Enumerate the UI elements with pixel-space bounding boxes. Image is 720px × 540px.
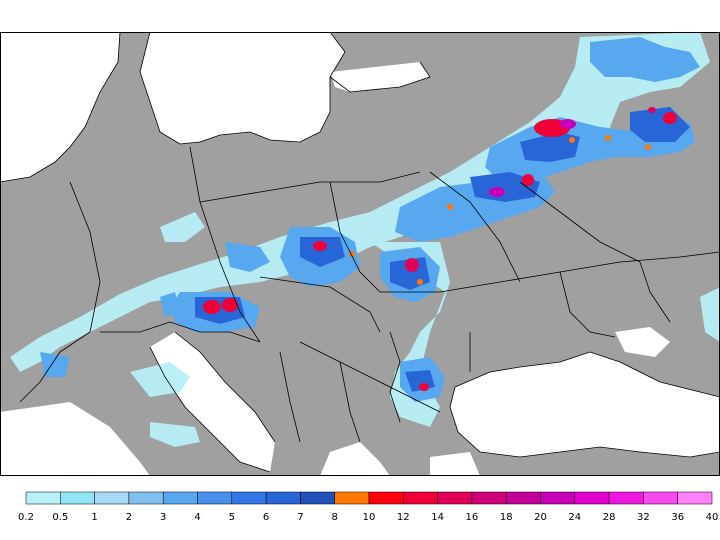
legend-label: 10 (363, 512, 376, 523)
legend-swatch (505, 491, 541, 505)
legend-swatch (162, 491, 198, 505)
precip-cores (203, 107, 677, 391)
legend-swatches (25, 491, 713, 505)
legend-swatch (128, 491, 164, 505)
legend-label: 8 (332, 512, 338, 523)
adriatic-sea (150, 332, 275, 472)
legend-swatch (471, 491, 507, 505)
aegean-sea (320, 442, 390, 476)
precipitation-legend: 0.2 0.5 1 2 3 4 5 6 7 8 10 12 14 16 18 20 24 28 32 36 40 (18, 491, 718, 523)
marmara-sea (430, 452, 480, 476)
legend-label: 16 (466, 512, 479, 523)
legend-swatch (643, 491, 678, 505)
legend-swatch (540, 491, 576, 505)
legend-swatch (197, 491, 233, 505)
legend-label: 32 (637, 512, 650, 523)
legend-swatch (403, 491, 438, 505)
legend-swatch (265, 491, 301, 505)
legend-label: 4 (194, 512, 200, 523)
legend-swatch (231, 491, 267, 505)
legend-swatch (94, 491, 130, 505)
legend-swatch (574, 491, 610, 505)
legend-labels: 0.2 0.5 1 2 3 4 5 6 7 8 10 12 14 16 18 20 24 28 32 36 40 (18, 512, 718, 523)
baltic-sea (140, 32, 345, 144)
legend-swatch (677, 491, 713, 505)
legend-swatch (368, 491, 404, 505)
legend-label: 18 (500, 512, 513, 523)
gulf-of-bothnia (250, 32, 300, 92)
legend-label: 14 (431, 512, 444, 523)
legend-swatch (334, 491, 370, 505)
legend-label: 6 (263, 512, 269, 523)
legend-label: 5 (229, 512, 235, 523)
country-borders (0, 32, 720, 473)
north-sea (0, 32, 120, 182)
sea-of-azov (615, 327, 670, 357)
legend-swatch (300, 491, 335, 505)
legend-label: 0.5 (52, 512, 68, 523)
legend-swatch (60, 491, 95, 505)
legend-label: 3 (160, 512, 166, 523)
legend-label: 7 (297, 512, 303, 523)
legend-label: 36 (671, 512, 684, 523)
legend-label: 20 (534, 512, 547, 523)
legend-swatch (25, 491, 61, 505)
legend-label: 28 (603, 512, 616, 523)
gulf-of-finland (330, 62, 430, 92)
tyrrhenian-sea (0, 402, 150, 476)
legend-label: 2 (126, 512, 132, 523)
precip-light (10, 32, 720, 447)
legend-label: 24 (568, 512, 581, 523)
legend-label: 40 (706, 512, 719, 523)
legend-swatch (437, 491, 473, 505)
legend-swatch (608, 491, 644, 505)
legend-label: 0.2 (18, 512, 34, 523)
legend-label: 1 (91, 512, 97, 523)
precipitation-map (0, 32, 720, 476)
legend-label: 12 (397, 512, 410, 523)
